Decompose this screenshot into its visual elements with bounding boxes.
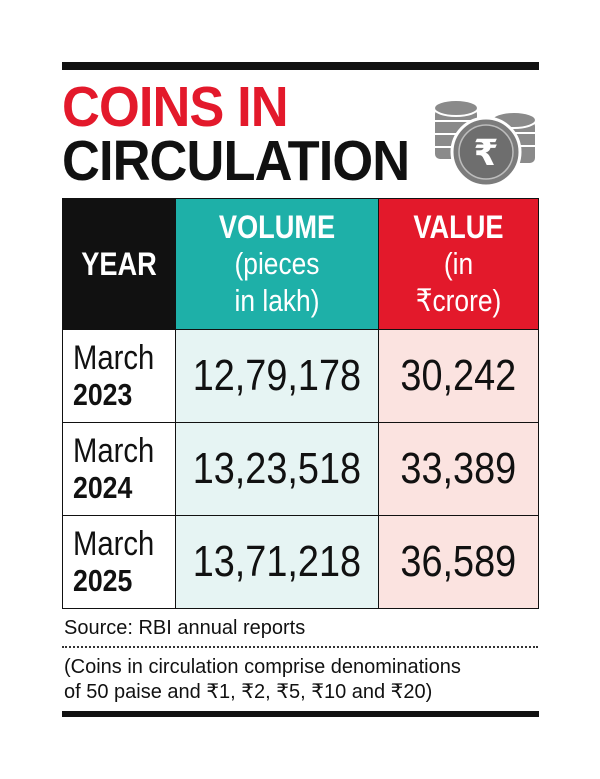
title-line-1: COINS IN: [62, 75, 289, 139]
header-volume: VOLUME (pieces in lakh): [175, 198, 379, 330]
volume-value: 13,23,518: [192, 444, 362, 493]
header-row: YEAR VOLUME (pieces in lakh) VALUE (in ₹…: [62, 198, 539, 330]
row-year: 2023: [73, 377, 133, 412]
header-value-sub-2: ₹crore): [415, 283, 502, 318]
footnote: (Coins in circulation comprise denominat…: [64, 655, 544, 705]
header-year-title: YEAR: [81, 246, 157, 282]
footnote-line-2: of 50 paise and ₹1, ₹2, ₹5, ₹10 and ₹20): [64, 681, 433, 703]
chart-title: COINS IN CIRCULATION: [62, 75, 410, 193]
table-row: March 2024 13,23,518 33,389: [62, 422, 539, 516]
value-cell: 36,589: [378, 515, 539, 609]
volume-value: 13,71,218: [192, 537, 362, 586]
value-value: 33,389: [400, 444, 517, 493]
header-year: YEAR: [62, 198, 176, 330]
rupee-coin-stack-icon: ₹: [433, 99, 537, 188]
bottom-rule: [62, 711, 539, 717]
row-year: 2024: [73, 470, 133, 505]
header-value: VALUE (in ₹crore): [378, 198, 539, 330]
year-cell: March 2025: [62, 515, 176, 609]
source-text: Source: RBI annual reports: [64, 617, 306, 639]
value-cell: 30,242: [378, 329, 539, 423]
value-value: 36,589: [400, 537, 517, 586]
title-line-2: CIRCULATION: [62, 129, 410, 193]
volume-value: 12,79,178: [192, 351, 362, 400]
svg-text:₹: ₹: [473, 133, 498, 174]
coins-table: YEAR VOLUME (pieces in lakh) VALUE (in ₹…: [62, 198, 539, 609]
header-value-title: VALUE: [413, 209, 504, 245]
footnote-line-1: (Coins in circulation comprise denominat…: [64, 656, 461, 678]
volume-cell: 13,23,518: [175, 422, 379, 516]
row-year: 2025: [73, 563, 133, 598]
value-cell: 33,389: [378, 422, 539, 516]
table-row: March 2025 13,71,218 36,589: [62, 515, 539, 609]
volume-cell: 12,79,178: [175, 329, 379, 423]
year-cell: March 2023: [62, 329, 176, 423]
table-row: March 2023 12,79,178 30,242: [62, 329, 539, 423]
value-value: 30,242: [400, 351, 517, 400]
top-rule: [62, 62, 539, 70]
volume-cell: 13,71,218: [175, 515, 379, 609]
row-month: March: [73, 339, 155, 377]
dotted-divider: [62, 646, 538, 648]
header-volume-title: VOLUME: [218, 209, 336, 245]
year-cell: March 2024: [62, 422, 176, 516]
header-volume-sub-1: (pieces: [234, 246, 320, 281]
row-month: March: [73, 525, 155, 563]
row-month: March: [73, 432, 155, 470]
header-value-sub-1: (in: [443, 246, 474, 281]
header-volume-sub-2: in lakh): [234, 283, 320, 318]
